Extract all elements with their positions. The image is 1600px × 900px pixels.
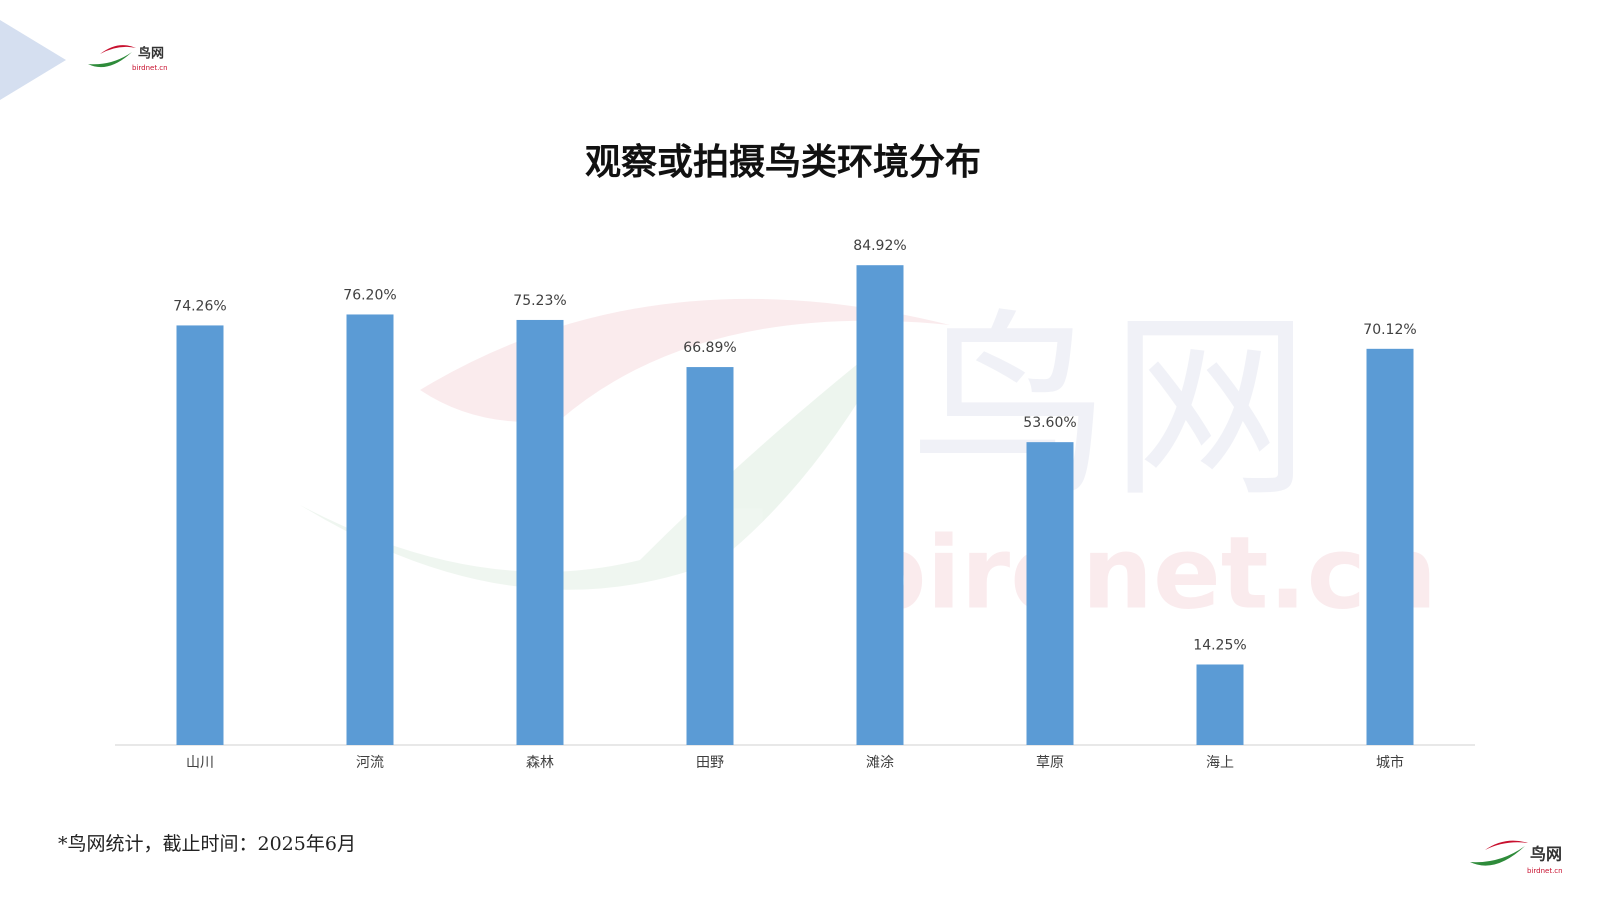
logo-url: birdnet.cn (132, 64, 168, 72)
x-tick-label: 山川 (186, 755, 214, 771)
x-tick-label: 田野 (696, 755, 724, 771)
value-label: 75.23% (513, 293, 566, 309)
watermark-swoosh (300, 330, 900, 590)
value-label: 74.26% (173, 298, 226, 314)
logo-swoosh (88, 52, 132, 68)
bar (176, 325, 224, 745)
value-label: 70.12% (1363, 322, 1416, 338)
logo-swoosh (1470, 846, 1525, 866)
footnote: *鸟网统计，截止时间：2025年6月 (58, 833, 356, 855)
x-tick-label: 海上 (1206, 755, 1234, 771)
x-tick-label: 河流 (356, 755, 384, 771)
watermark-url: birdnet.cn (855, 514, 1437, 631)
bar (1026, 442, 1074, 745)
x-tick-label: 草原 (1036, 755, 1064, 771)
logo-name: 鸟网 (138, 46, 164, 62)
chart-title: 观察或拍摄鸟类环境分布 (585, 141, 981, 183)
bar (686, 367, 734, 745)
logo-swoosh (100, 45, 136, 54)
bar (856, 265, 904, 745)
x-tick-label: 滩涂 (866, 755, 894, 771)
watermark-name: 鸟网 (910, 292, 1310, 525)
value-label: 53.60% (1023, 415, 1076, 431)
corner-triangle (0, 20, 66, 100)
bar (1366, 348, 1414, 745)
bar (516, 319, 564, 745)
value-label: 66.89% (683, 340, 736, 356)
logo-swoosh (1485, 840, 1528, 850)
x-tick-label: 城市 (1376, 754, 1404, 771)
value-label: 76.20% (343, 287, 396, 303)
x-tick-label: 森林 (526, 755, 554, 771)
bar (1196, 664, 1244, 745)
value-label: 84.92% (853, 238, 906, 254)
logo-name: 鸟网 (1530, 845, 1562, 864)
logo-url: birdnet.cn (1527, 867, 1563, 875)
logo: 鸟网 birdnet.cn (88, 45, 168, 72)
value-label: 14.25% (1193, 637, 1246, 653)
logo-small: 鸟网 birdnet.cn (1470, 840, 1563, 875)
bar (346, 314, 394, 745)
watermark: 鸟网 birdnet.cn (300, 292, 1437, 631)
